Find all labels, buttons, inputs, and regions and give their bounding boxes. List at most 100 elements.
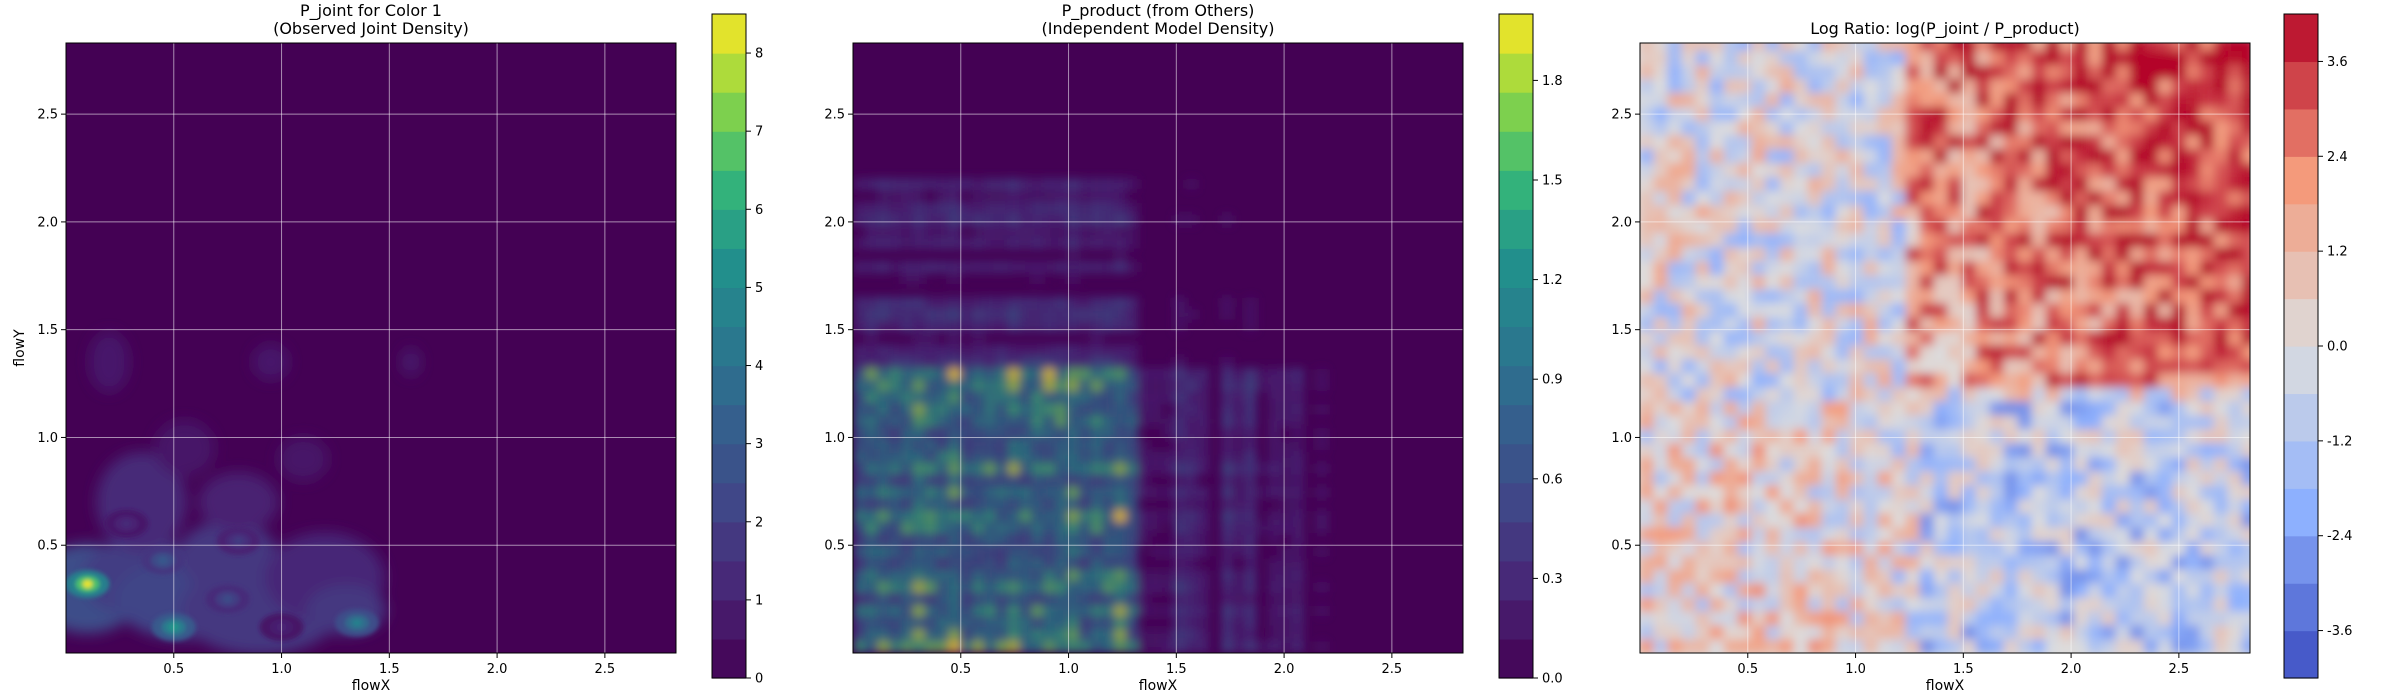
log-ratio-cell: [1667, 359, 1682, 374]
log-ratio-cell: [2241, 387, 2250, 402]
log-ratio-cell: [1667, 541, 1682, 556]
log-ratio-cell: [1653, 51, 1668, 66]
product-density-cell: [949, 511, 960, 522]
product-density-cell: [854, 605, 865, 616]
log-ratio-cell: [1835, 205, 1850, 220]
product-density-cell: [1020, 487, 1031, 498]
product-density-cell: [1020, 226, 1031, 237]
product-density-cell: [1186, 439, 1197, 450]
log-ratio-cell: [1695, 289, 1710, 304]
product-density-cell: [961, 439, 972, 450]
product-density-cell: [866, 238, 877, 249]
product-density-cell: [996, 368, 1007, 379]
product-density-cell: [984, 345, 995, 356]
log-ratio-cell: [1723, 569, 1738, 584]
product-density-cell: [1067, 487, 1078, 498]
log-ratio-cell: [2199, 177, 2214, 192]
log-ratio-cell: [1947, 499, 1962, 514]
log-ratio-cell: [1779, 527, 1794, 542]
product-density-cell: [925, 594, 936, 605]
log-ratio-cell: [1723, 359, 1738, 374]
product-density-cell: [1221, 570, 1232, 581]
product-density-cell: [1091, 202, 1102, 213]
product-density-cell: [1233, 546, 1244, 557]
product-density-cell: [1091, 605, 1102, 616]
log-ratio-cell: [1989, 415, 2004, 430]
product-density-cell: [1281, 463, 1292, 474]
log-ratio-cell: [2017, 359, 2032, 374]
log-ratio-cell: [1933, 289, 1948, 304]
product-density-cell: [1091, 357, 1102, 368]
log-ratio-cell: [2087, 205, 2102, 220]
product-density-cell: [901, 392, 912, 403]
log-ratio-cell: [2241, 569, 2250, 584]
product-density-cell: [1186, 214, 1197, 225]
log-ratio-cell: [1877, 485, 1892, 500]
log-ratio-cell: [1709, 443, 1724, 458]
product-density-cell: [1091, 463, 1102, 474]
log-ratio-cell: [2101, 359, 2116, 374]
log-ratio-cell: [2003, 597, 2018, 612]
log-ratio-cell: [1905, 569, 1920, 584]
product-density-cell: [937, 297, 948, 308]
log-ratio-cell: [2087, 331, 2102, 346]
log-ratio-cell: [2213, 387, 2228, 402]
product-density-cell: [890, 570, 901, 581]
product-density-cell: [1032, 321, 1043, 332]
product-density-cell: [937, 546, 948, 557]
product-density-cell: [1103, 202, 1114, 213]
log-ratio-cell: [2031, 177, 2046, 192]
log-ratio-cell: [1933, 373, 1948, 388]
colorbar-3-tick-label: 0.0: [2327, 340, 2348, 355]
product-density-cell: [913, 570, 924, 581]
log-ratio-cell: [2143, 527, 2158, 542]
log-ratio-cell: [1723, 219, 1738, 234]
log-ratio-cell: [2115, 373, 2130, 388]
product-density-cell: [1008, 226, 1019, 237]
log-ratio-cell: [2129, 555, 2144, 570]
product-density-cell: [961, 605, 972, 616]
log-ratio-cell: [1835, 359, 1850, 374]
product-density-cell: [1138, 487, 1149, 498]
product-density-cell: [866, 629, 877, 640]
log-ratio-cell: [1849, 289, 1864, 304]
log-ratio-cell: [1821, 555, 1836, 570]
log-ratio-cell: [1947, 303, 1962, 318]
log-ratio-cell: [2157, 443, 2172, 458]
colorbar-3-level: [2284, 203, 2318, 252]
product-density-cell: [984, 558, 995, 569]
log-ratio-cell: [2129, 415, 2144, 430]
log-ratio-cell: [1807, 541, 1822, 556]
product-density-cell: [866, 487, 877, 498]
product-density-cell: [1150, 582, 1161, 593]
log-ratio-cell: [1737, 639, 1752, 653]
log-ratio-cell: [2185, 219, 2200, 234]
log-ratio-cell: [1989, 163, 2004, 178]
log-ratio-cell: [2031, 611, 2046, 626]
product-density-cell: [901, 522, 912, 533]
product-density-cell: [878, 404, 889, 415]
log-ratio-cell: [1667, 485, 1682, 500]
colorbar-2-level: [1499, 404, 1533, 445]
log-ratio-cell: [1947, 373, 1962, 388]
log-ratio-cell: [2227, 149, 2242, 164]
product-density-cell: [1257, 463, 1268, 474]
log-ratio-cell: [1723, 513, 1738, 528]
log-ratio-cell: [2087, 135, 2102, 150]
log-ratio-cell: [1947, 275, 1962, 290]
colorbar-2-level: [1499, 638, 1533, 679]
log-ratio-cell: [1863, 527, 1878, 542]
log-ratio-cell: [2157, 401, 2172, 416]
product-density-cell: [1293, 570, 1304, 581]
log-ratio-cell: [1933, 359, 1948, 374]
product-density-cell: [1174, 605, 1185, 616]
log-ratio-cell: [1793, 163, 1808, 178]
product-density-cell: [1138, 511, 1149, 522]
product-density-cell: [890, 546, 901, 557]
log-ratio-cell: [1905, 331, 1920, 346]
log-ratio-cell: [1947, 43, 1962, 52]
log-ratio-cell: [2185, 345, 2200, 360]
log-ratio-cell: [1751, 331, 1766, 346]
log-ratio-cell: [1807, 205, 1822, 220]
log-ratio-cell: [2101, 583, 2116, 598]
